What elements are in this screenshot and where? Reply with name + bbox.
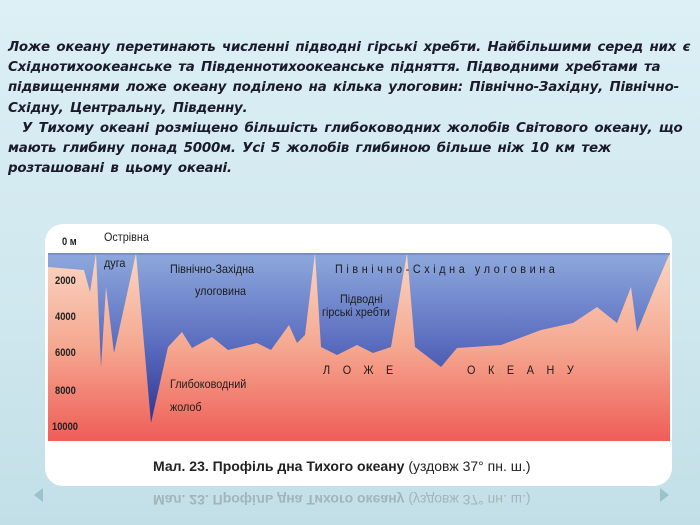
label-island-arc: дуга <box>104 256 126 270</box>
label-trench: жолоб <box>170 400 202 414</box>
depth-tick: 0 м <box>62 236 77 248</box>
caption-note-reflection: (уздовж 37° пн. ш.) <box>408 492 531 508</box>
depth-tick: 8000 <box>55 385 76 397</box>
triangle-left-icon[interactable] <box>34 488 43 502</box>
depth-tick: 4000 <box>55 311 76 323</box>
caption-title: Мал. 23. Профіль дна Тихого океану <box>153 458 405 474</box>
depth-tick: 2000 <box>55 275 76 287</box>
label-ne-basin: Північно-Східна улоговина <box>335 262 559 276</box>
label-nw-basin: улоговина <box>195 284 247 298</box>
caption-title-reflection: Мал. 23. Профіль дна Тихого океану <box>153 492 405 508</box>
triangle-right-icon[interactable] <box>660 488 669 502</box>
label-ocean-floor: ОКЕАНУ <box>467 363 587 377</box>
paragraph-2: У Тихому океані розміщено більшість глиб… <box>8 120 683 177</box>
water-body <box>48 253 670 423</box>
caption-reflection: Мал. 23. Профіль дна Тихого океану (уздо… <box>153 492 531 508</box>
depth-tick: 10000 <box>52 421 79 433</box>
paragraph-1: Ложе океану перетинають численні підводн… <box>8 40 691 116</box>
label-ridges: гірські хребти <box>322 305 390 319</box>
depth-tick: 6000 <box>55 347 76 359</box>
label-trench: Глибоководний <box>170 377 247 391</box>
figure-caption: Мал. 23. Профіль дна Тихого океану (уздо… <box>153 458 531 474</box>
slide-text: Ложе океану перетинають численні підводн… <box>8 38 698 179</box>
label-nw-basin: Північно-Західна <box>170 262 255 276</box>
label-island-arc: Острівна <box>104 230 149 244</box>
caption-note: (уздовж 37° пн. ш.) <box>408 458 531 474</box>
label-ridges: Підводні <box>340 292 383 306</box>
label-ocean-floor: ЛОЖЕ <box>323 363 406 377</box>
